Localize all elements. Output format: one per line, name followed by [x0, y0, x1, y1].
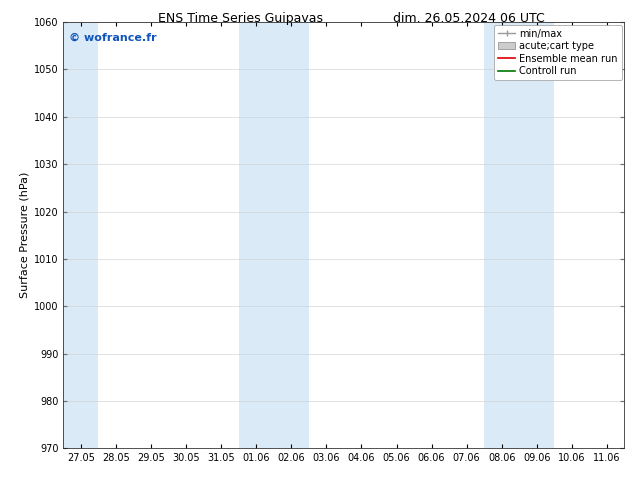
- Bar: [239, 22, 309, 448]
- Legend: min/max, acute;cart type, Ensemble mean run, Controll run: min/max, acute;cart type, Ensemble mean …: [494, 25, 621, 80]
- Text: dim. 26.05.2024 06 UTC: dim. 26.05.2024 06 UTC: [393, 12, 545, 25]
- Text: © wofrance.fr: © wofrance.fr: [69, 33, 157, 43]
- Bar: [63, 22, 98, 448]
- Y-axis label: Surface Pressure (hPa): Surface Pressure (hPa): [20, 172, 30, 298]
- Text: ENS Time Series Guipavas: ENS Time Series Guipavas: [158, 12, 323, 25]
- Bar: [484, 22, 554, 448]
